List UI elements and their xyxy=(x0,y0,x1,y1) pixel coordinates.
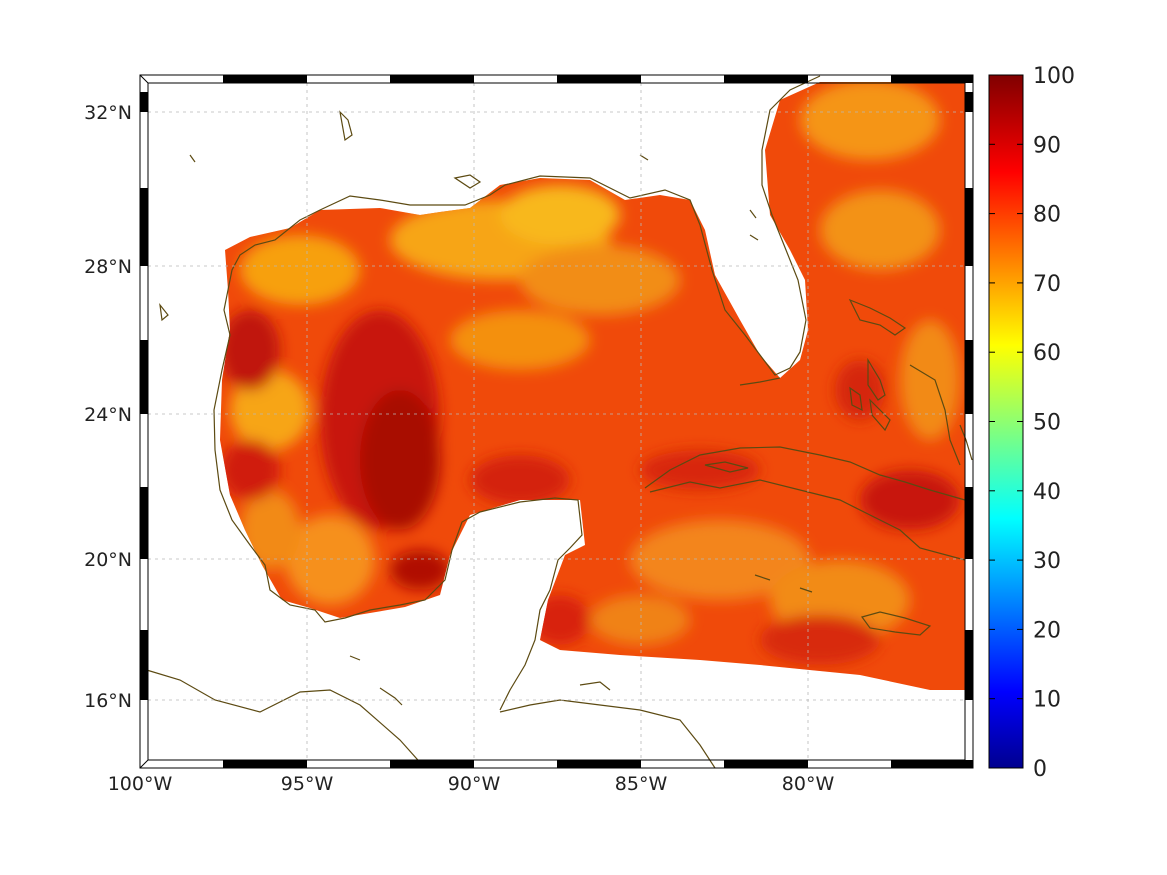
colorbar: 0 10 20 30 40 50 60 70 80 90 100 xyxy=(988,64,1075,782)
colorbar-tick-label: 80 xyxy=(1033,203,1061,228)
lon-tick-label: 80°W xyxy=(782,773,835,795)
colorbar-tick-label: 10 xyxy=(1033,688,1061,713)
colorbar-tick-label: 40 xyxy=(1033,480,1061,505)
map-frame xyxy=(139,74,974,769)
lon-tick-label: 85°W xyxy=(615,773,668,795)
colorbar-tick-label: 0 xyxy=(1033,757,1047,782)
colorbar-ticks: 0 10 20 30 40 50 60 70 80 90 100 xyxy=(989,64,1075,782)
colorbar-tick-label: 70 xyxy=(1033,272,1061,297)
lat-tick-label: 16°N xyxy=(84,690,132,712)
colorbar-tick-label: 100 xyxy=(1033,64,1075,89)
lon-tick-label: 90°W xyxy=(448,773,501,795)
lon-tick-label: 95°W xyxy=(281,773,334,795)
colorbar-tick-label: 60 xyxy=(1033,341,1061,366)
coastline xyxy=(139,75,973,769)
colorbar-tick-label: 20 xyxy=(1033,618,1061,643)
lat-tick-label: 20°N xyxy=(84,549,132,571)
lat-tick-label: 28°N xyxy=(84,256,132,278)
lat-tick-label: 24°N xyxy=(84,404,132,426)
graticule xyxy=(148,83,965,760)
colorbar-tick-label: 30 xyxy=(1033,549,1061,574)
colorbar-tick-label: 90 xyxy=(1033,133,1061,158)
lat-tick-label: 32°N xyxy=(84,102,132,124)
lon-tick-labels: 100°W 95°W 90°W 85°W 80°W xyxy=(108,773,835,795)
lat-tick-labels: 16°N 20°N 24°N 28°N 32°N xyxy=(84,102,132,712)
colorbar-tick-label: 50 xyxy=(1033,411,1061,436)
lon-tick-label: 100°W xyxy=(108,773,173,795)
